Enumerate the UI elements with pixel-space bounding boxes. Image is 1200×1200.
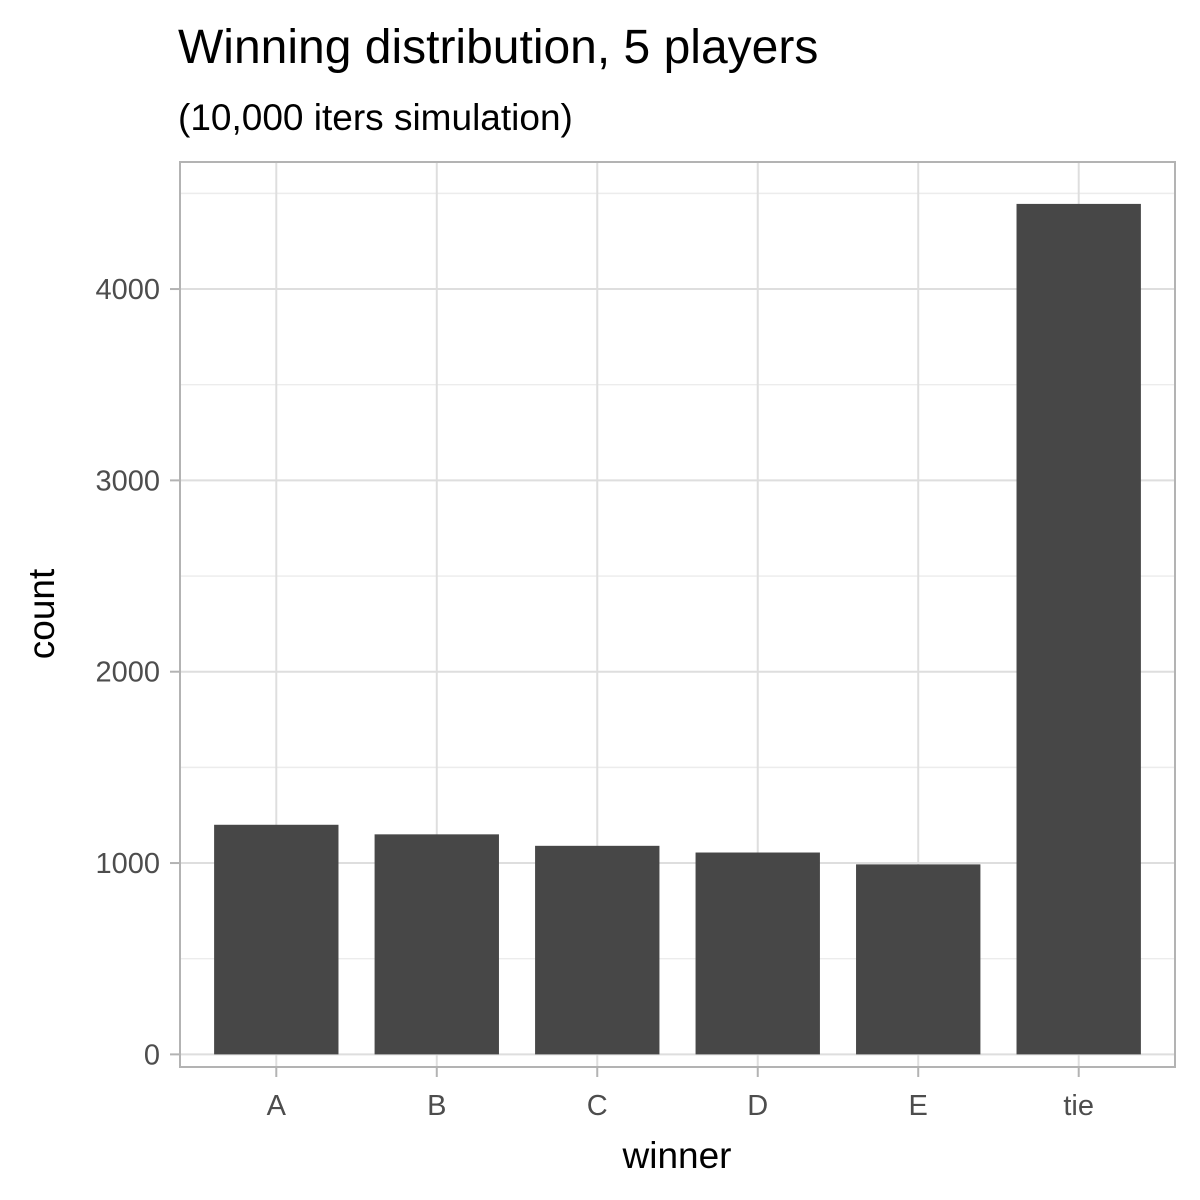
- x-tick-label: C: [587, 1090, 608, 1122]
- bar-B: [374, 834, 499, 1055]
- x-tick-label: A: [267, 1090, 287, 1122]
- x-tick-label: tie: [1063, 1090, 1094, 1122]
- y-tick-label: 4000: [95, 274, 160, 306]
- bars: [214, 203, 1141, 1055]
- bar-D: [695, 852, 820, 1055]
- bar-E: [856, 864, 981, 1055]
- bar-tie: [1016, 203, 1141, 1055]
- minor-gridlines: [180, 192, 1175, 960]
- bar-A: [214, 824, 339, 1055]
- chart-title: Winning distribution, 5 players: [178, 21, 818, 74]
- y-axis: 0 1000 2000 3000 4000: [95, 274, 180, 1071]
- x-tick-label: E: [909, 1090, 928, 1122]
- plot-panel: [179, 161, 1176, 1068]
- y-tick-label: 0: [144, 1039, 160, 1071]
- x-tick-label: D: [747, 1090, 768, 1122]
- x-axis-title: winner: [622, 1135, 732, 1176]
- x-tick-label: B: [427, 1090, 446, 1122]
- y-tick-label: 1000: [95, 848, 160, 880]
- y-tick-label: 2000: [95, 657, 160, 689]
- chart-subtitle: (10,000 iters simulation): [178, 97, 573, 138]
- y-tick-label: 3000: [95, 465, 160, 497]
- bar-C: [535, 845, 660, 1055]
- y-axis-title: count: [21, 568, 62, 659]
- panel-border: [179, 161, 1176, 1068]
